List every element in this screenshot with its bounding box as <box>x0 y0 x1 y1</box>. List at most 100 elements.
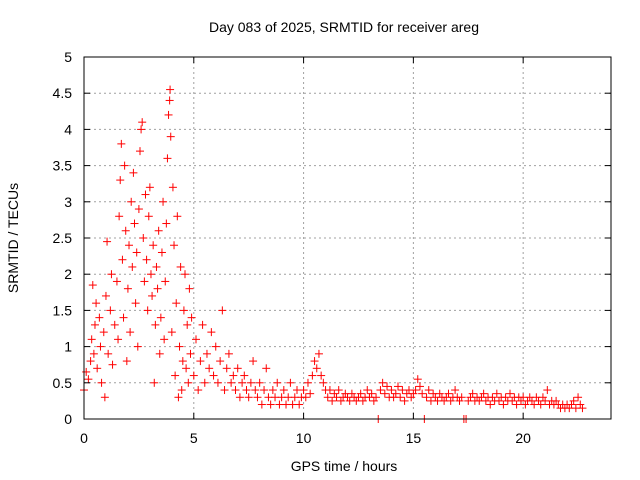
plot-area-border <box>83 56 612 420</box>
data-point <box>176 262 185 271</box>
data-point <box>363 386 372 395</box>
data-point <box>121 226 130 235</box>
data-point <box>266 400 275 409</box>
data-point <box>255 378 264 387</box>
data-point <box>301 393 310 402</box>
data-point <box>400 396 409 405</box>
data-point <box>260 386 269 395</box>
data-point <box>173 212 182 221</box>
data-point <box>409 389 418 398</box>
data-point <box>415 382 424 391</box>
y-tick-label: 4 <box>64 121 72 137</box>
data-point <box>218 306 227 315</box>
data-point <box>92 299 101 308</box>
data-point <box>99 328 108 337</box>
data-point <box>380 389 389 398</box>
data-point <box>185 284 194 293</box>
y-tick-label: 1 <box>64 339 72 355</box>
data-point <box>396 393 405 402</box>
data-point <box>481 396 490 405</box>
data-point <box>161 277 170 286</box>
data-point <box>207 328 216 337</box>
data-point <box>198 320 207 329</box>
data-point <box>107 270 116 279</box>
data-point <box>100 393 109 402</box>
data-point <box>499 400 508 409</box>
data-point <box>152 262 161 271</box>
data-point <box>257 400 266 409</box>
data-point <box>153 284 162 293</box>
data-point <box>89 349 98 358</box>
data-point <box>110 320 119 329</box>
data-point <box>238 378 247 387</box>
data-point <box>143 306 152 315</box>
data-point <box>249 357 258 366</box>
data-point <box>262 364 271 373</box>
data-point <box>227 378 236 387</box>
data-point <box>87 335 96 344</box>
data-point <box>394 382 403 391</box>
data-points <box>80 85 587 423</box>
data-point <box>129 168 138 177</box>
data-point <box>233 364 242 373</box>
data-point <box>97 378 106 387</box>
data-point <box>146 270 155 279</box>
data-point <box>167 328 176 337</box>
data-point <box>183 320 192 329</box>
y-tick-label: 5 <box>64 49 72 65</box>
data-point <box>356 389 365 398</box>
data-point <box>130 219 139 228</box>
data-point <box>325 386 334 395</box>
data-point <box>253 393 262 402</box>
data-point <box>224 349 233 358</box>
y-tick-label: 4.5 <box>53 85 73 101</box>
data-point <box>171 371 180 380</box>
data-point <box>424 386 433 395</box>
chart-title: Day 083 of 2025, SRMTID for receiver are… <box>209 19 479 35</box>
data-point <box>455 396 464 405</box>
data-point <box>574 393 583 402</box>
data-point <box>222 364 231 373</box>
data-point <box>134 205 143 214</box>
data-point <box>96 342 105 351</box>
data-point <box>501 393 510 402</box>
data-point <box>174 393 183 402</box>
data-point <box>95 313 104 322</box>
data-point <box>154 226 163 235</box>
data-point <box>93 364 102 373</box>
data-point <box>104 349 113 358</box>
data-point <box>150 378 159 387</box>
data-point <box>162 219 171 228</box>
data-point <box>172 299 181 308</box>
data-point <box>189 371 198 380</box>
data-point <box>120 161 129 170</box>
data-point <box>231 386 240 395</box>
data-point <box>148 291 157 300</box>
y-tick-label: 3.5 <box>53 158 73 174</box>
data-point <box>229 371 238 380</box>
data-point <box>164 110 173 119</box>
data-point <box>495 396 504 405</box>
data-point <box>126 328 135 337</box>
data-point <box>156 313 165 322</box>
data-point <box>387 386 396 395</box>
data-point <box>103 237 112 246</box>
data-point <box>181 270 190 279</box>
data-point <box>306 389 315 398</box>
data-point <box>310 357 319 366</box>
data-point <box>312 364 321 373</box>
data-point <box>317 371 326 380</box>
data-point <box>411 386 420 395</box>
data-point <box>336 396 345 405</box>
data-point <box>90 320 99 329</box>
data-point <box>486 400 495 409</box>
data-point <box>123 284 132 293</box>
data-point <box>299 386 308 395</box>
data-point <box>413 375 422 384</box>
data-point <box>319 378 328 387</box>
data-point <box>88 281 97 290</box>
data-point <box>376 386 385 395</box>
data-point <box>273 378 282 387</box>
data-point <box>492 389 501 398</box>
data-point <box>133 342 142 351</box>
